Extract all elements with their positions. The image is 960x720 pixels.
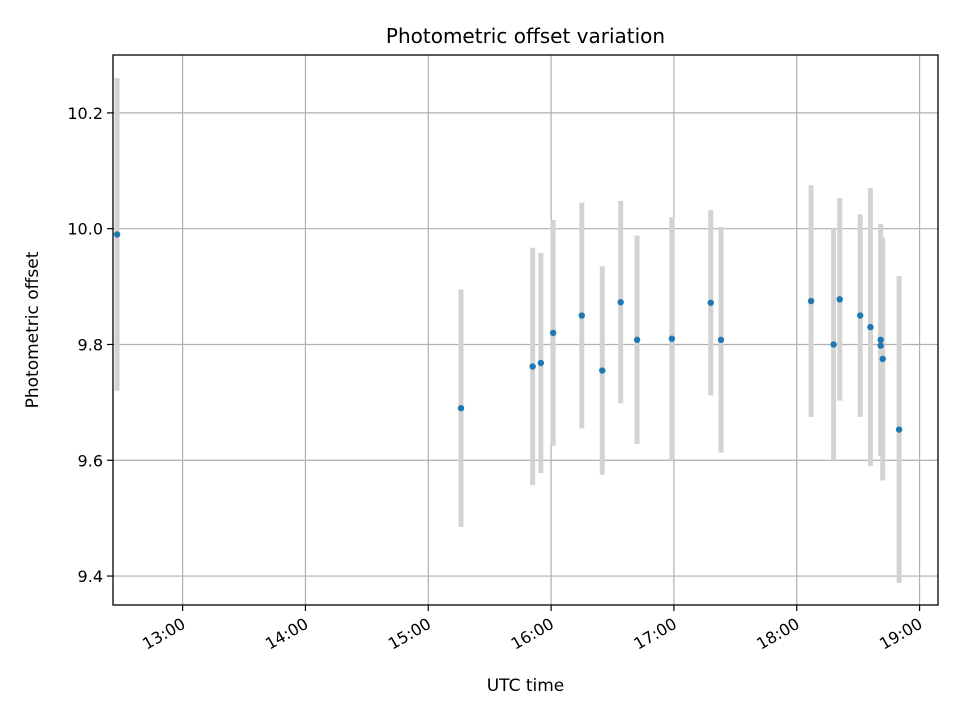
y-axis-label: Photometric offset (23, 251, 43, 408)
data-point (877, 342, 884, 349)
y-tick-label: 9.6 (78, 451, 103, 470)
data-point (857, 312, 864, 319)
data-point (836, 296, 843, 303)
data-point (707, 299, 714, 306)
grid (113, 55, 938, 605)
data-point (895, 426, 903, 433)
data-point (549, 329, 557, 337)
data-points (113, 231, 903, 433)
data-point (717, 336, 725, 344)
data-point (529, 363, 536, 370)
data-point (877, 336, 884, 344)
data-point (867, 323, 874, 331)
chart-title: Photometric offset variation (386, 24, 665, 48)
y-tick-label: 9.8 (78, 335, 103, 354)
x-axis-label: UTC time (487, 676, 565, 696)
data-point (830, 341, 837, 348)
data-point (578, 312, 585, 319)
data-point (807, 297, 815, 305)
y-tick-label: 9.4 (78, 567, 103, 586)
data-point (537, 359, 545, 367)
data-point (457, 404, 465, 412)
y-tick-label: 10.2 (67, 104, 103, 123)
data-point (617, 299, 624, 306)
data-point (113, 231, 121, 238)
plot-frame (112, 54, 939, 606)
data-point (879, 355, 886, 363)
data-point (668, 335, 676, 342)
plot-area (113, 55, 938, 605)
y-axis-ticks: 9.4 9.6 9.8 10.0 10.2 (67, 104, 113, 586)
data-point (599, 367, 606, 374)
data-point (633, 336, 641, 344)
y-tick-label: 10.0 (67, 220, 103, 239)
